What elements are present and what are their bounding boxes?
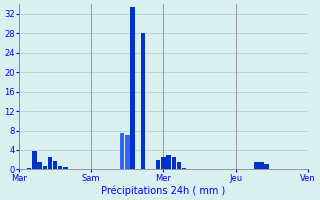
Bar [177,162,181,169]
Bar [53,161,57,169]
Bar [264,164,269,169]
Bar [166,155,171,169]
Bar [37,162,42,169]
X-axis label: Précipitations 24h ( mm ): Précipitations 24h ( mm ) [101,185,226,196]
Bar [172,157,176,169]
Bar [161,157,166,169]
Bar [32,151,36,169]
Bar [182,168,186,169]
Bar [48,157,52,169]
Bar [130,7,135,169]
Bar [58,166,62,169]
Bar [259,162,264,169]
Bar [125,135,130,169]
Bar [254,162,259,169]
Bar [43,166,47,169]
Bar [156,160,161,169]
Bar [120,133,124,169]
Bar [27,168,31,169]
Bar [63,167,68,169]
Bar [140,33,145,169]
